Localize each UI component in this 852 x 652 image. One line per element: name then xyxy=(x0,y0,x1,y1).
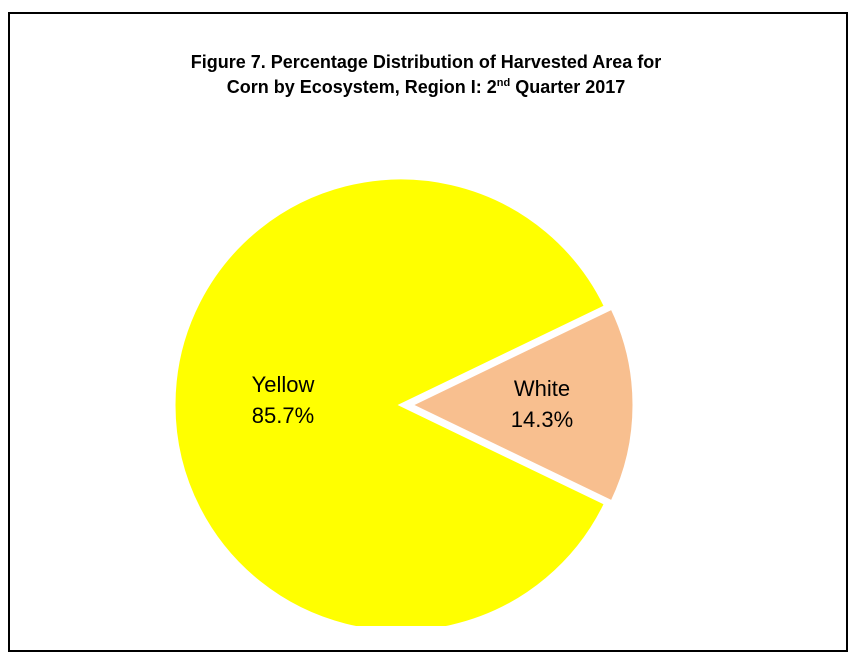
pie-slice-white xyxy=(407,306,636,504)
slice-value-yellow: 85.7% xyxy=(252,403,314,428)
title-line-1: Figure 7. Percentage Distribution of Har… xyxy=(190,52,662,72)
title-line-2-sup: nd xyxy=(496,77,511,89)
pie-slice-yellow xyxy=(172,176,608,626)
pie-chart: Yellow 85.7% White 14.3% xyxy=(172,176,636,626)
slice-label-white: White xyxy=(514,376,570,401)
slice-value-white: 14.3% xyxy=(511,407,573,432)
title-line-2-post: Quarter 2017 xyxy=(510,77,626,97)
slice-label-yellow: Yellow xyxy=(252,372,315,397)
chart-title: Figure 7. Percentage Distribution of Har… xyxy=(60,50,792,100)
title-line-2-pre: Corn by Ecosystem, Region I: 2 xyxy=(226,77,497,97)
